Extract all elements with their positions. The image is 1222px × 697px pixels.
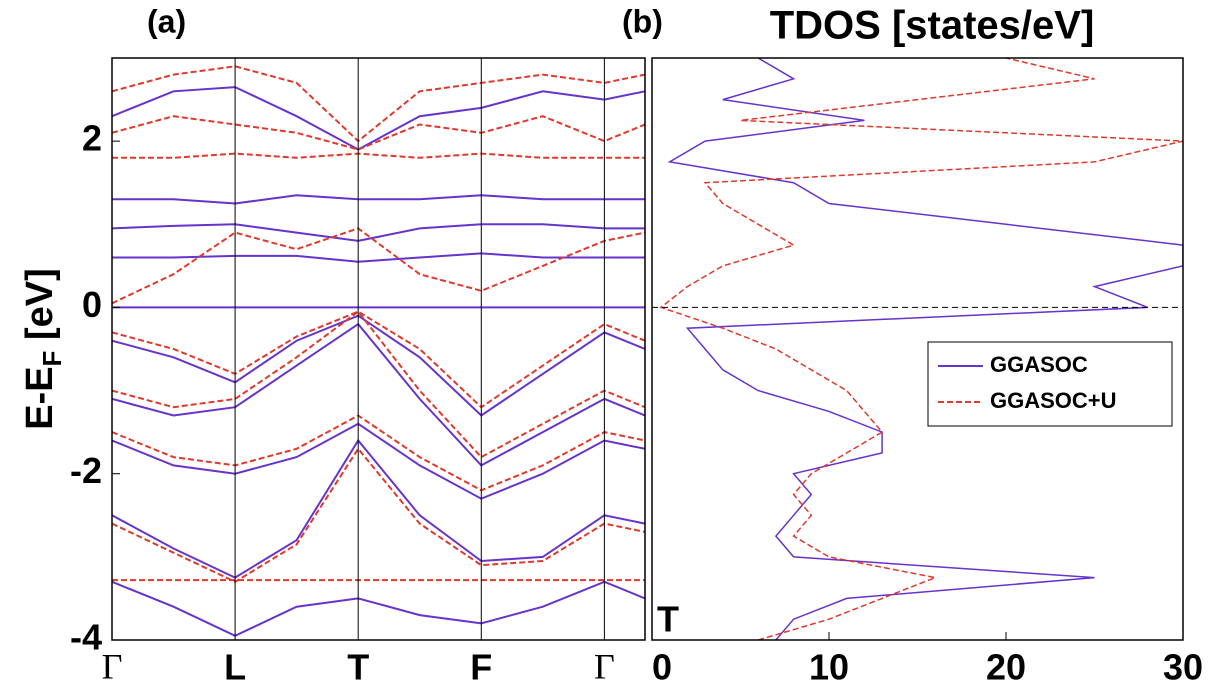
y-label-main: E-E xyxy=(19,366,61,429)
x-tick-label: L xyxy=(224,647,246,688)
band xyxy=(112,422,645,500)
x-tick-label: F xyxy=(470,647,492,688)
x-tick-label: 20 xyxy=(986,647,1026,688)
panel-label: (a) xyxy=(147,3,186,39)
x-tick-label: Γ xyxy=(594,646,615,686)
dos-curve xyxy=(667,58,1183,640)
plot-frame xyxy=(651,57,1184,641)
plot-area xyxy=(112,65,645,637)
y-label-sub: F xyxy=(37,351,67,367)
panel-label: (b) xyxy=(622,3,663,39)
band xyxy=(112,310,645,459)
x-tick-label: T xyxy=(347,647,369,688)
legend-box xyxy=(927,341,1173,427)
plot-area xyxy=(652,58,1183,640)
x-tick-label: 30 xyxy=(1163,647,1203,688)
band xyxy=(112,194,645,205)
band xyxy=(112,447,645,583)
legend-label: GGASOC+U xyxy=(990,388,1117,413)
band xyxy=(112,322,645,467)
band xyxy=(112,152,645,159)
band xyxy=(112,86,645,151)
band xyxy=(112,115,645,151)
y-tick-label: 2 xyxy=(82,118,102,159)
legend-label: GGASOC xyxy=(990,352,1088,377)
band xyxy=(112,65,645,143)
plot-frame xyxy=(111,57,646,641)
x-tick-label: 0 xyxy=(652,647,672,688)
y-tick-label: -4 xyxy=(70,617,102,658)
band xyxy=(112,310,645,409)
band xyxy=(112,223,645,242)
band xyxy=(112,252,645,263)
x-tick-label: Γ xyxy=(102,646,123,686)
y-label-unit: [eV] xyxy=(19,268,61,350)
band xyxy=(112,314,645,417)
x-tick-label: 10 xyxy=(809,647,849,688)
band xyxy=(112,414,645,492)
band xyxy=(112,580,645,637)
y-axis-label: E-EF [eV] xyxy=(19,268,67,430)
chart-title: TDOS [states/eV] xyxy=(770,4,1095,48)
annotation: T xyxy=(657,599,679,640)
y-tick-label: -2 xyxy=(70,450,102,491)
band xyxy=(112,227,645,305)
y-tick-label: 0 xyxy=(82,284,102,325)
band xyxy=(112,438,645,579)
